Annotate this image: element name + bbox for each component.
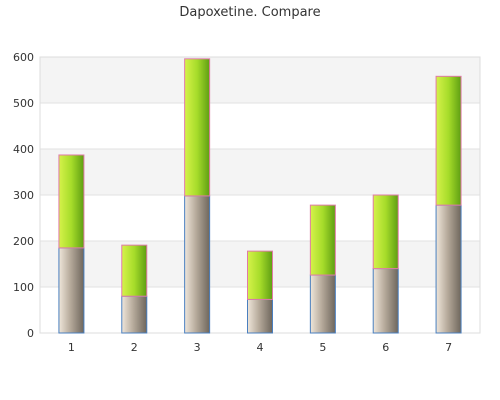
x-tick-label: 4 xyxy=(257,341,264,354)
bar-segment-top xyxy=(435,75,462,206)
bar-segment-top xyxy=(58,154,85,249)
bar-segment-bottom xyxy=(309,274,336,334)
x-tick-label: 7 xyxy=(445,341,452,354)
bar-segment-top xyxy=(309,204,336,276)
bar-segment-top xyxy=(121,244,148,297)
x-tick-label: 6 xyxy=(382,341,389,354)
x-tick-label: 3 xyxy=(194,341,201,354)
x-tick-label: 2 xyxy=(131,341,138,354)
x-axis-ticks: 1 2 3 4 5 6 7 xyxy=(68,341,452,354)
bar-segment-bottom xyxy=(247,298,273,334)
bar-segment-bottom xyxy=(121,295,148,334)
y-tick-label: 0 xyxy=(27,327,34,340)
y-tick-label: 400 xyxy=(13,143,34,156)
bar-segment-top xyxy=(247,250,273,300)
grid-bands xyxy=(40,57,480,287)
bar-segment-bottom xyxy=(435,204,462,334)
grid-band xyxy=(40,57,480,103)
bars xyxy=(58,58,462,334)
y-tick-label: 600 xyxy=(13,51,34,64)
y-tick-label: 200 xyxy=(13,235,34,248)
bar-segment-bottom xyxy=(184,195,211,334)
x-tick-label: 5 xyxy=(319,341,326,354)
y-tick-label: 300 xyxy=(13,189,34,202)
bar-segment-top xyxy=(184,58,211,197)
bar-segment-bottom xyxy=(372,268,399,334)
chart-title: Dapoxetine. Compare xyxy=(179,5,320,20)
y-axis-ticks: 0 100 200 300 400 500 600 xyxy=(13,51,34,340)
x-tick-label: 1 xyxy=(68,341,75,354)
y-tick-label: 500 xyxy=(13,97,34,110)
bar-segment-bottom xyxy=(58,247,85,334)
bar-segment-top xyxy=(372,194,399,270)
grid-band xyxy=(40,149,480,195)
y-tick-label: 100 xyxy=(13,281,34,294)
